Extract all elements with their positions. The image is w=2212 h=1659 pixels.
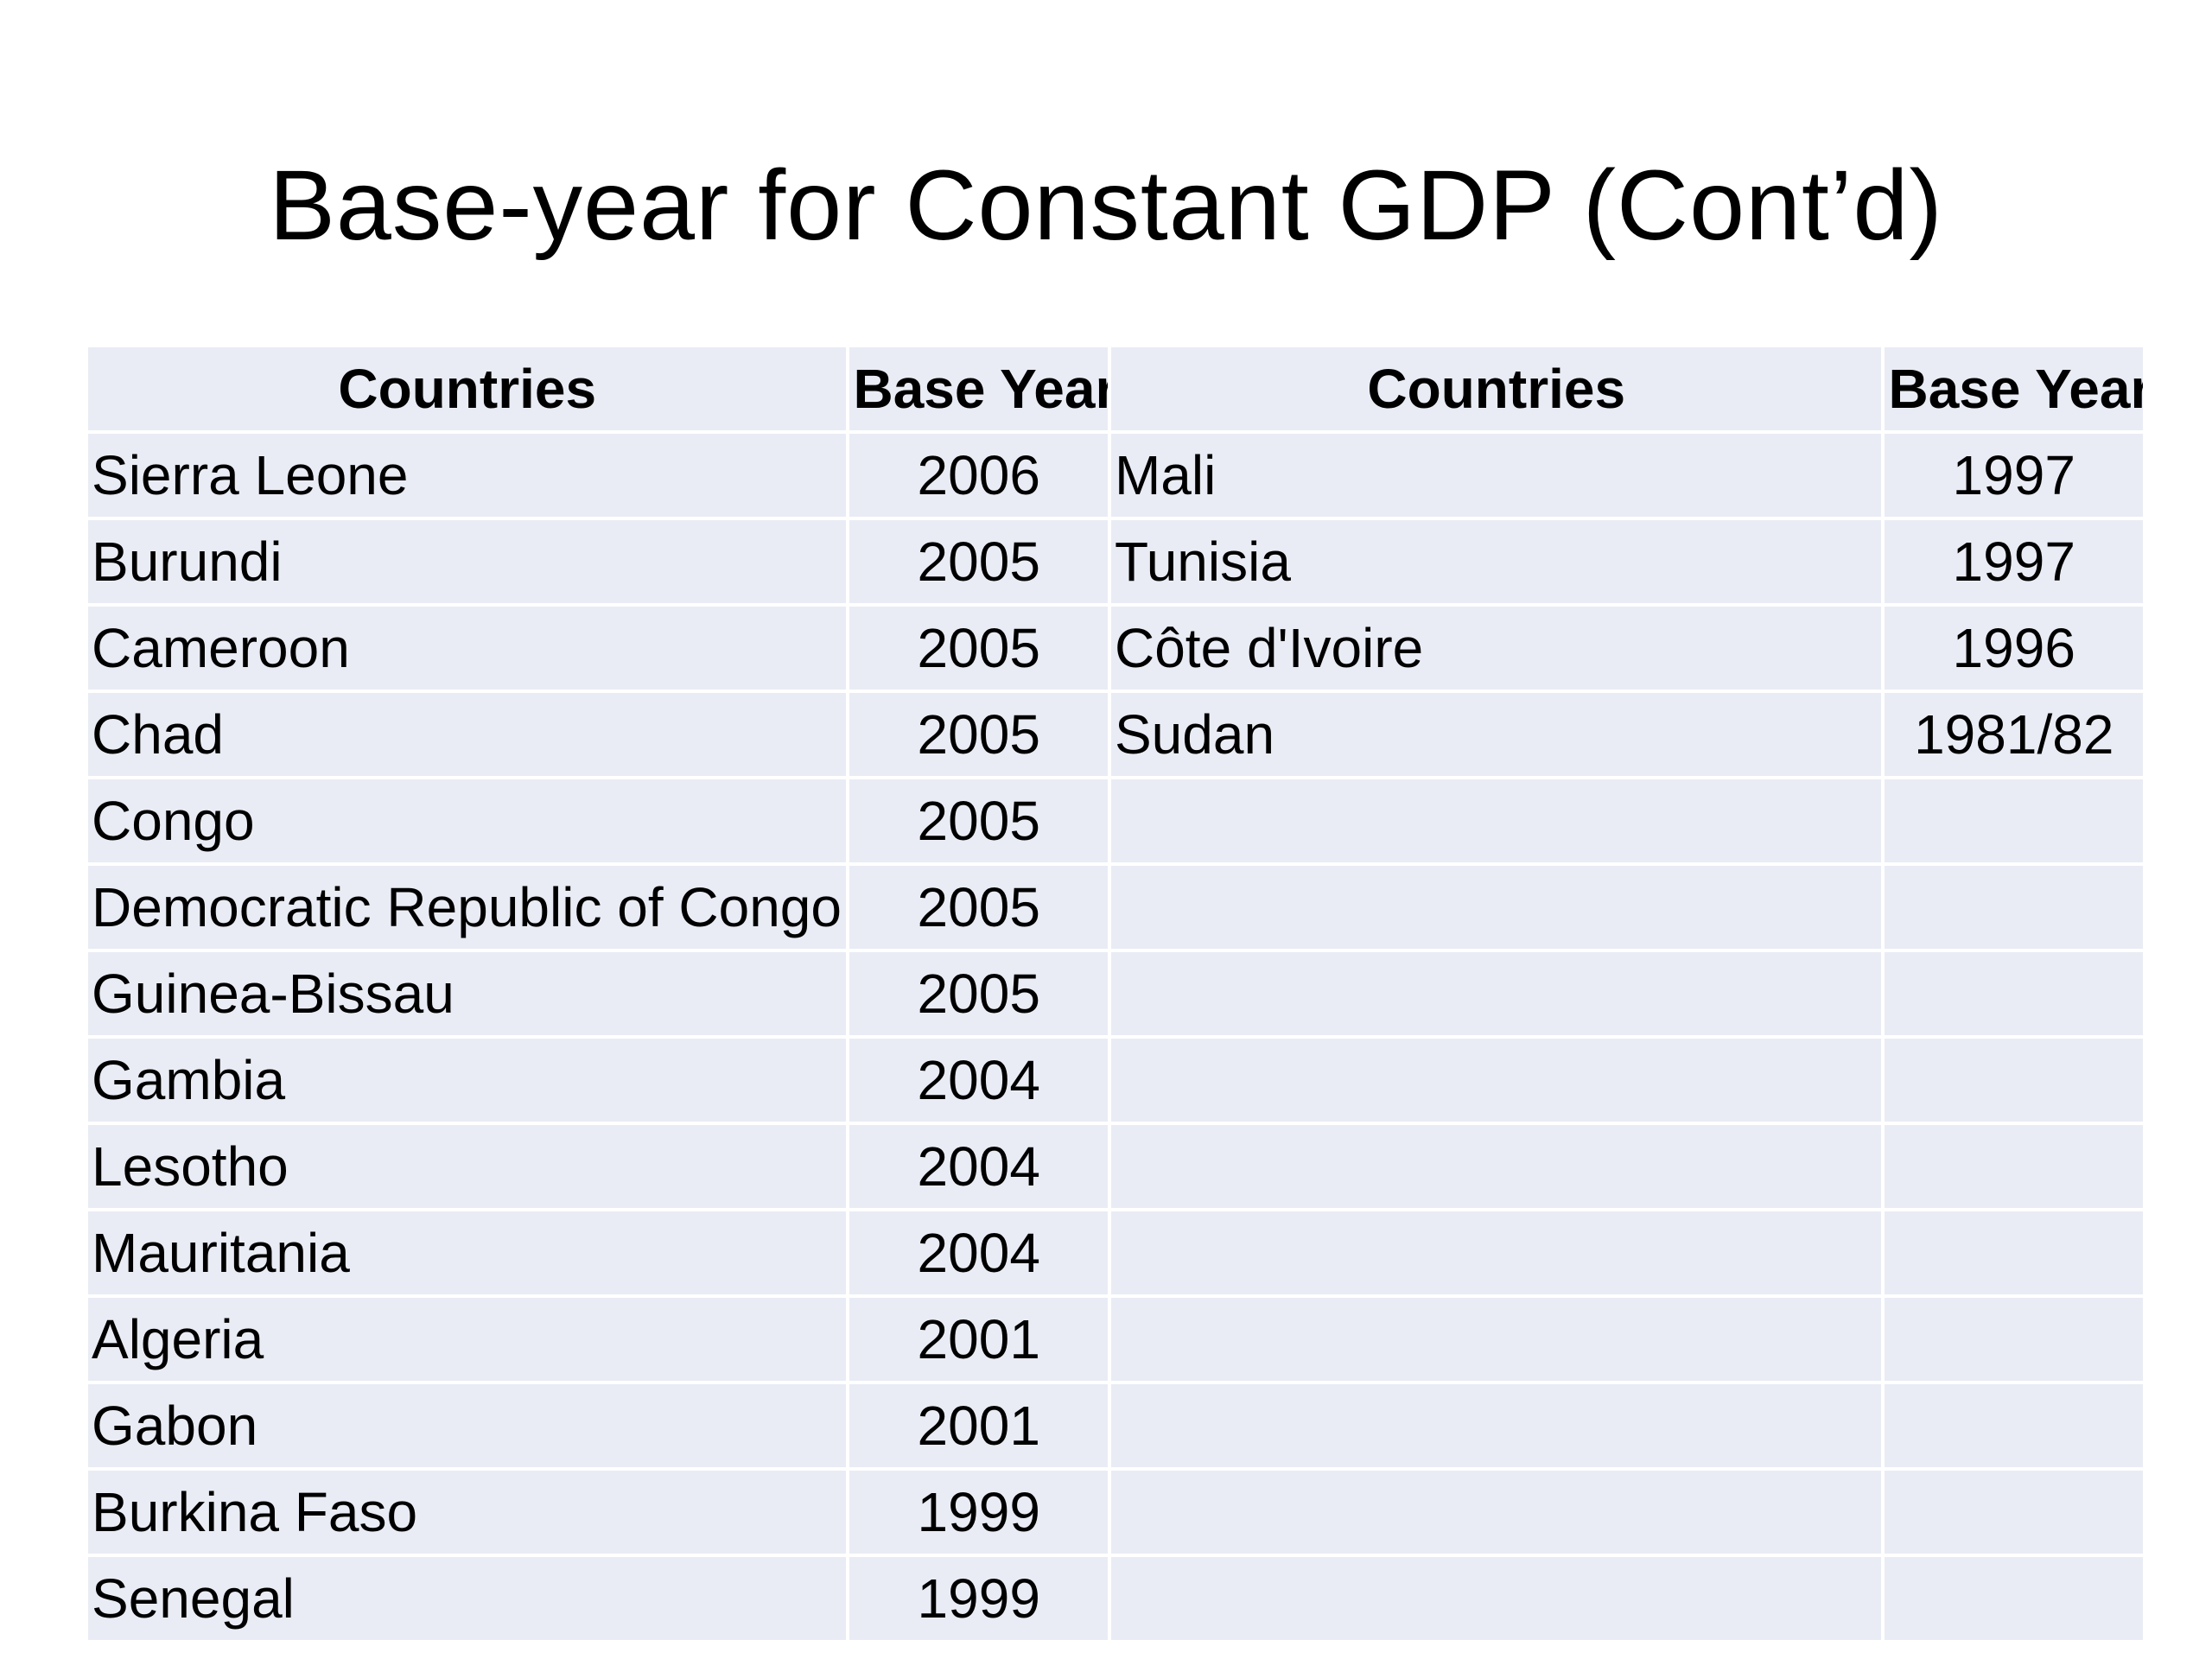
- table-row: Chad 2005 Sudan 1981/82: [88, 693, 2143, 776]
- country-cell: Chad: [88, 693, 847, 776]
- country-cell: Democratic Republic of Congo: [88, 866, 847, 949]
- empty-cell: [1885, 1557, 2143, 1640]
- country-cell: Senegal: [88, 1557, 847, 1640]
- empty-cell: [1885, 952, 2143, 1035]
- empty-cell: [1110, 1211, 1882, 1294]
- table-row: Algeria 2001: [88, 1298, 2143, 1381]
- base-year-cell: 2005: [849, 866, 1108, 949]
- empty-cell: [1885, 1384, 2143, 1467]
- country-cell: Gabon: [88, 1384, 847, 1467]
- table-row: Democratic Republic of Congo 2005: [88, 866, 2143, 949]
- country-cell: Burundi: [88, 520, 847, 603]
- base-year-cell: 2005: [849, 952, 1108, 1035]
- country-cell: Congo: [88, 779, 847, 862]
- base-year-cell: 2006: [849, 434, 1108, 517]
- country-cell: Lesotho: [88, 1125, 847, 1208]
- empty-cell: [1110, 952, 1882, 1035]
- base-year-cell: 2001: [849, 1384, 1108, 1467]
- empty-cell: [1110, 866, 1882, 949]
- empty-cell: [1885, 866, 2143, 949]
- table-row: Gambia 2004: [88, 1039, 2143, 1122]
- table-row: Mauritania 2004: [88, 1211, 2143, 1294]
- base-year-cell: 2005: [849, 693, 1108, 776]
- empty-cell: [1110, 779, 1882, 862]
- table-row: Lesotho 2004: [88, 1125, 2143, 1208]
- base-year-cell: 1999: [849, 1557, 1108, 1640]
- empty-cell: [1885, 1298, 2143, 1381]
- header-countries-left: Countries: [88, 347, 847, 430]
- table-row: Cameroon 2005 Côte d'Ivoire 1996: [88, 607, 2143, 690]
- slide-title: Base-year for Constant GDP (Cont’d): [269, 150, 1943, 261]
- empty-cell: [1110, 1384, 1882, 1467]
- table-row: Congo 2005: [88, 779, 2143, 862]
- base-year-cell: 2001: [849, 1298, 1108, 1381]
- base-year-cell: 2004: [849, 1211, 1108, 1294]
- header-countries-right: Countries: [1110, 347, 1882, 430]
- table-row: Burundi 2005 Tunisia 1997: [88, 520, 2143, 603]
- country-cell: Cameroon: [88, 607, 847, 690]
- base-year-cell: 1999: [849, 1471, 1108, 1554]
- country-cell: Sierra Leone: [88, 434, 847, 517]
- base-year-cell: 2004: [849, 1039, 1108, 1122]
- empty-cell: [1885, 1471, 2143, 1554]
- country-cell: Burkina Faso: [88, 1471, 847, 1554]
- base-year-table: Countries Base Year Countries Base Year …: [85, 344, 2146, 1643]
- base-year-cell: 1996: [1885, 607, 2143, 690]
- country-cell: Algeria: [88, 1298, 847, 1381]
- table-body: Sierra Leone 2006 Mali 1997 Burundi 2005…: [88, 434, 2143, 1640]
- country-cell: Sudan: [1110, 693, 1882, 776]
- empty-cell: [1885, 779, 2143, 862]
- table-row: Burkina Faso 1999: [88, 1471, 2143, 1554]
- table-row: Senegal 1999: [88, 1557, 2143, 1640]
- base-year-cell: 2005: [849, 779, 1108, 862]
- base-year-cell: 1997: [1885, 520, 2143, 603]
- base-year-cell: 2005: [849, 607, 1108, 690]
- country-cell: Tunisia: [1110, 520, 1882, 603]
- base-year-cell: 2005: [849, 520, 1108, 603]
- empty-cell: [1110, 1039, 1882, 1122]
- country-cell: Guinea-Bissau: [88, 952, 847, 1035]
- country-cell: Mali: [1110, 434, 1882, 517]
- table-row: Sierra Leone 2006 Mali 1997: [88, 434, 2143, 517]
- base-year-cell: 2004: [849, 1125, 1108, 1208]
- empty-cell: [1110, 1471, 1882, 1554]
- country-cell: Mauritania: [88, 1211, 847, 1294]
- header-base-year-left: Base Year: [849, 347, 1108, 430]
- empty-cell: [1885, 1039, 2143, 1122]
- country-cell: Côte d'Ivoire: [1110, 607, 1882, 690]
- empty-cell: [1110, 1125, 1882, 1208]
- header-base-year-right: Base Year: [1885, 347, 2143, 430]
- empty-cell: [1110, 1557, 1882, 1640]
- base-year-cell: 1997: [1885, 434, 2143, 517]
- table-row: Guinea-Bissau 2005: [88, 952, 2143, 1035]
- base-year-cell: 1981/82: [1885, 693, 2143, 776]
- table-header-row: Countries Base Year Countries Base Year: [88, 347, 2143, 430]
- empty-cell: [1885, 1125, 2143, 1208]
- empty-cell: [1110, 1298, 1882, 1381]
- table-row: Gabon 2001: [88, 1384, 2143, 1467]
- country-cell: Gambia: [88, 1039, 847, 1122]
- empty-cell: [1885, 1211, 2143, 1294]
